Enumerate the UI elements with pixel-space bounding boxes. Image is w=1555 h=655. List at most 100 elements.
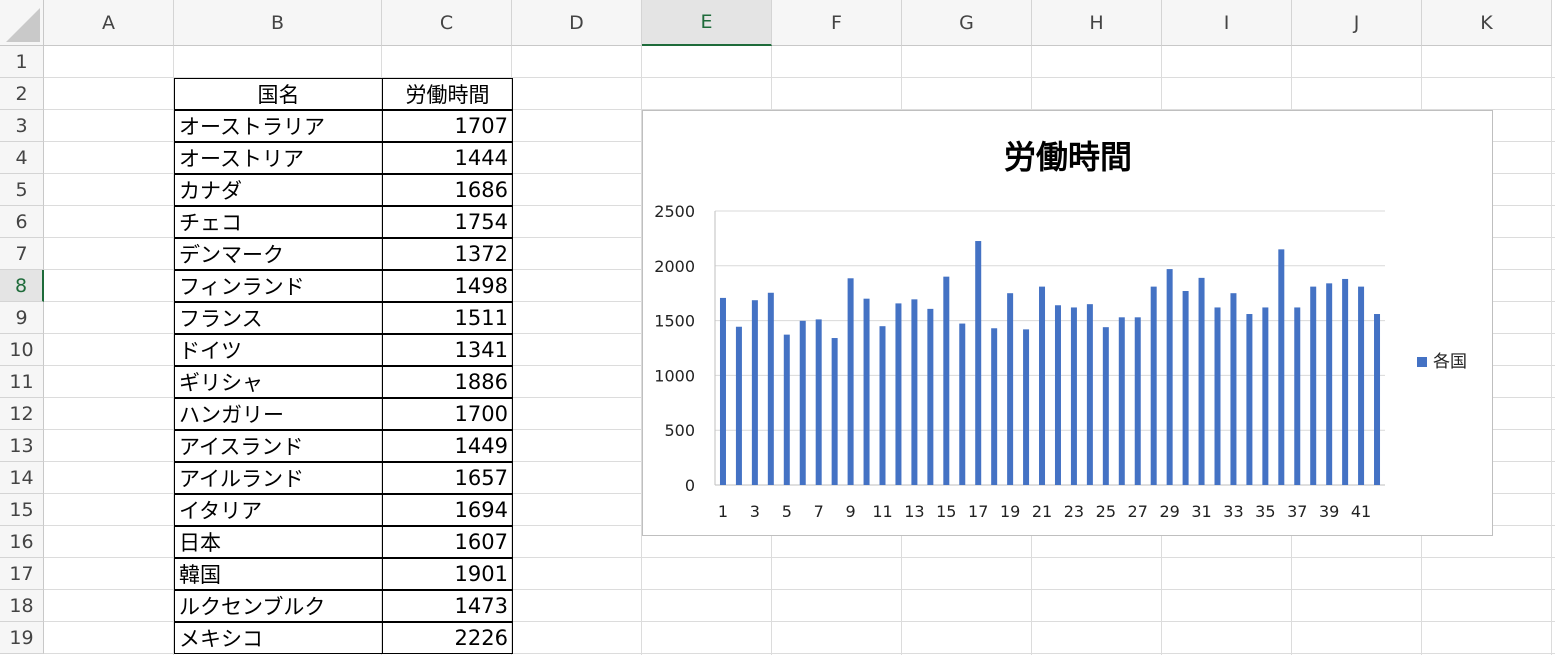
- bar[interactable]: [1166, 269, 1173, 485]
- row-header-4[interactable]: 4: [0, 142, 44, 174]
- country-cell[interactable]: カナダ: [174, 174, 383, 206]
- row-header-10[interactable]: 10: [0, 334, 44, 366]
- hours-cell[interactable]: 1700: [382, 398, 513, 430]
- column-header-c[interactable]: C: [382, 0, 512, 46]
- bar[interactable]: [927, 308, 934, 485]
- bar[interactable]: [1150, 286, 1157, 485]
- bar[interactable]: [1214, 307, 1221, 485]
- bar[interactable]: [1023, 329, 1030, 485]
- bar[interactable]: [1102, 327, 1109, 485]
- row-header-18[interactable]: 18: [0, 590, 44, 622]
- country-cell[interactable]: デンマーク: [174, 238, 383, 270]
- bar[interactable]: [1278, 249, 1285, 485]
- hours-cell[interactable]: 1901: [382, 558, 513, 590]
- hours-cell[interactable]: 1498: [382, 270, 513, 302]
- hours-cell[interactable]: 1657: [382, 462, 513, 494]
- bar[interactable]: [959, 323, 966, 485]
- hours-cell[interactable]: 1341: [382, 334, 513, 366]
- column-header-b[interactable]: B: [174, 0, 382, 46]
- bar[interactable]: [1118, 317, 1125, 485]
- row-header-3[interactable]: 3: [0, 110, 44, 142]
- country-cell[interactable]: ルクセンブルク: [174, 590, 383, 622]
- hours-cell[interactable]: 1473: [382, 590, 513, 622]
- bar[interactable]: [1294, 307, 1301, 485]
- bar[interactable]: [1342, 278, 1349, 485]
- hours-cell[interactable]: 1686: [382, 174, 513, 206]
- row-header-13[interactable]: 13: [0, 430, 44, 462]
- hours-cell[interactable]: 1607: [382, 526, 513, 558]
- bar[interactable]: [1262, 307, 1269, 485]
- hours-cell[interactable]: 1372: [382, 238, 513, 270]
- hours-cell[interactable]: 1886: [382, 366, 513, 398]
- bar[interactable]: [847, 278, 854, 485]
- country-cell[interactable]: アイルランド: [174, 462, 383, 494]
- row-header-14[interactable]: 14: [0, 462, 44, 494]
- bar[interactable]: [1230, 293, 1237, 485]
- bar[interactable]: [1358, 286, 1365, 485]
- country-cell[interactable]: メキシコ: [174, 622, 383, 654]
- header-country[interactable]: 国名: [174, 78, 383, 110]
- row-header-16[interactable]: 16: [0, 526, 44, 558]
- country-cell[interactable]: オーストラリア: [174, 110, 383, 142]
- bar[interactable]: [831, 338, 838, 485]
- row-header-17[interactable]: 17: [0, 558, 44, 590]
- row-header-19[interactable]: 19: [0, 622, 44, 654]
- bar[interactable]: [1070, 307, 1077, 485]
- header-hours[interactable]: 労働時間: [382, 78, 513, 110]
- row-header-5[interactable]: 5: [0, 174, 44, 206]
- bar[interactable]: [1198, 277, 1205, 485]
- row-header-12[interactable]: 12: [0, 398, 44, 430]
- select-all-corner[interactable]: [0, 0, 44, 46]
- bar[interactable]: [1182, 291, 1189, 485]
- country-cell[interactable]: ギリシャ: [174, 366, 383, 398]
- hours-cell[interactable]: 2226: [382, 622, 513, 654]
- bar[interactable]: [1310, 286, 1317, 485]
- country-cell[interactable]: フィンランド: [174, 270, 383, 302]
- column-header-e[interactable]: E: [642, 0, 772, 46]
- country-cell[interactable]: オーストリア: [174, 142, 383, 174]
- bar[interactable]: [1246, 314, 1253, 485]
- country-cell[interactable]: 韓国: [174, 558, 383, 590]
- country-cell[interactable]: チェコ: [174, 206, 383, 238]
- row-header-8[interactable]: 8: [0, 270, 44, 302]
- country-cell[interactable]: イタリア: [174, 494, 383, 526]
- row-header-7[interactable]: 7: [0, 238, 44, 270]
- bar[interactable]: [943, 276, 950, 485]
- column-header-h[interactable]: H: [1032, 0, 1162, 46]
- bar[interactable]: [863, 298, 870, 485]
- hours-cell[interactable]: 1694: [382, 494, 513, 526]
- bar[interactable]: [975, 241, 982, 485]
- country-cell[interactable]: ドイツ: [174, 334, 383, 366]
- hours-cell[interactable]: 1444: [382, 142, 513, 174]
- column-header-f[interactable]: F: [772, 0, 902, 46]
- column-header-k[interactable]: K: [1422, 0, 1552, 46]
- bar[interactable]: [719, 297, 726, 485]
- row-header-1[interactable]: 1: [0, 46, 44, 78]
- row-header-2[interactable]: 2: [0, 78, 44, 110]
- hours-cell[interactable]: 1707: [382, 110, 513, 142]
- bar[interactable]: [799, 320, 806, 485]
- row-header-15[interactable]: 15: [0, 494, 44, 526]
- column-header-d[interactable]: D: [512, 0, 642, 46]
- country-cell[interactable]: 日本: [174, 526, 383, 558]
- column-header-a[interactable]: A: [44, 0, 174, 46]
- bar[interactable]: [767, 292, 774, 485]
- row-header-9[interactable]: 9: [0, 302, 44, 334]
- column-header-i[interactable]: I: [1162, 0, 1292, 46]
- bar[interactable]: [991, 328, 998, 485]
- bar[interactable]: [895, 303, 902, 485]
- bar-chart[interactable]: 労働時間 0 500 1000 1500 2000 2500 1 3 5 7 9 11 13 15 17 1…: [642, 110, 1493, 536]
- bar[interactable]: [1086, 304, 1093, 485]
- hours-cell[interactable]: 1511: [382, 302, 513, 334]
- bar[interactable]: [1039, 286, 1046, 485]
- bar[interactable]: [911, 299, 918, 485]
- bar[interactable]: [1007, 293, 1014, 485]
- country-cell[interactable]: ハンガリー: [174, 398, 383, 430]
- bar[interactable]: [1374, 314, 1381, 485]
- country-cell[interactable]: フランス: [174, 302, 383, 334]
- bar[interactable]: [1054, 305, 1061, 485]
- bar[interactable]: [735, 326, 742, 485]
- bar[interactable]: [783, 334, 790, 485]
- bar[interactable]: [1326, 283, 1333, 485]
- country-cell[interactable]: アイスランド: [174, 430, 383, 462]
